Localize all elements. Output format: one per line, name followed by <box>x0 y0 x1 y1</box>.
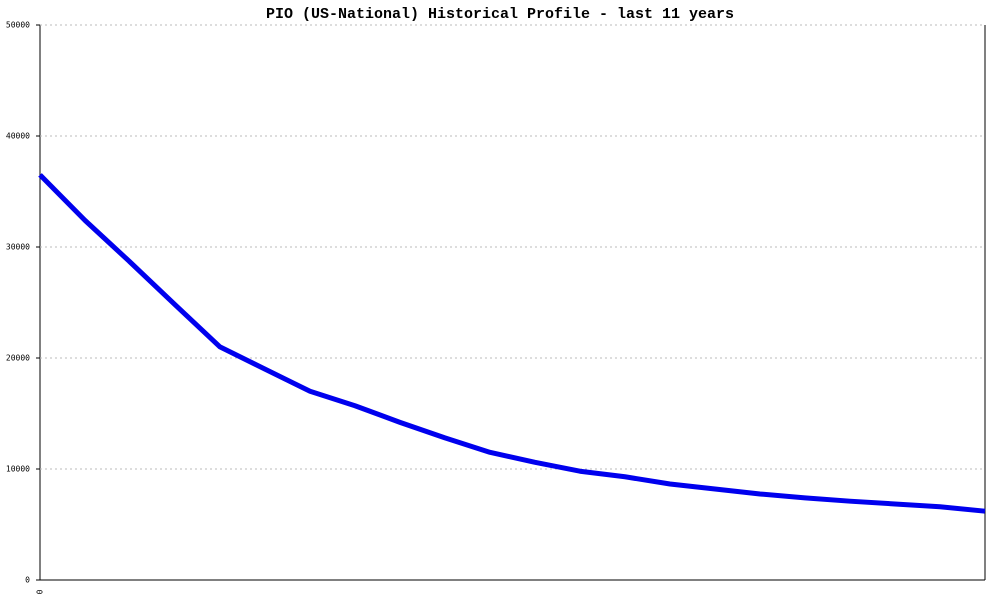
y-tick-label: 40000 <box>6 132 30 141</box>
y-tick-label: 0 <box>25 576 30 585</box>
x-tick-label: 0 <box>36 589 45 594</box>
y-tick-label: 30000 <box>6 243 30 252</box>
y-tick-label: 10000 <box>6 465 30 474</box>
y-tick-label: 20000 <box>6 354 30 363</box>
chart-title: PIO (US-National) Historical Profile - l… <box>266 6 734 23</box>
y-tick-label: 50000 <box>6 21 30 30</box>
line <box>38 173 986 514</box>
